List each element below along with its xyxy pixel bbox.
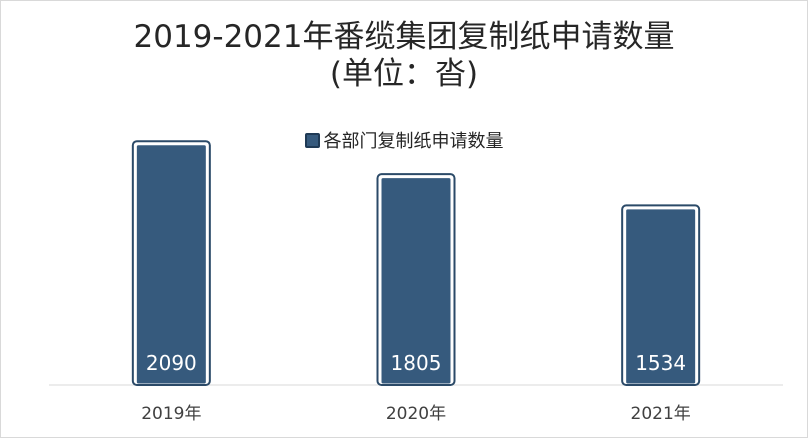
legend: 各部门复制纸申请数量	[1, 127, 807, 153]
x-tick-label-1: 2020年	[386, 404, 446, 424]
chart-title: 2019-2021年番缆集团复制纸申请数量 (单位：沓)	[1, 19, 807, 93]
x-tick-label-0: 2019年	[141, 404, 201, 424]
bar-outline-0	[131, 140, 211, 386]
x-tick-label-2: 2021年	[631, 404, 691, 424]
bar-outline-2	[621, 204, 701, 386]
chart-subtitle: (单位：沓)	[329, 56, 479, 92]
bar-0	[133, 142, 209, 387]
bar-outline-1	[376, 173, 456, 386]
data-label-2: 1534	[635, 351, 686, 375]
legend-label: 各部门复制纸申请数量	[323, 131, 504, 152]
data-label-0: 2090	[146, 351, 197, 375]
data-label-1: 1805	[391, 351, 442, 375]
legend-swatch	[304, 132, 320, 148]
chart-title-line: 2019-2021年番缆集团复制纸申请数量	[133, 19, 675, 55]
